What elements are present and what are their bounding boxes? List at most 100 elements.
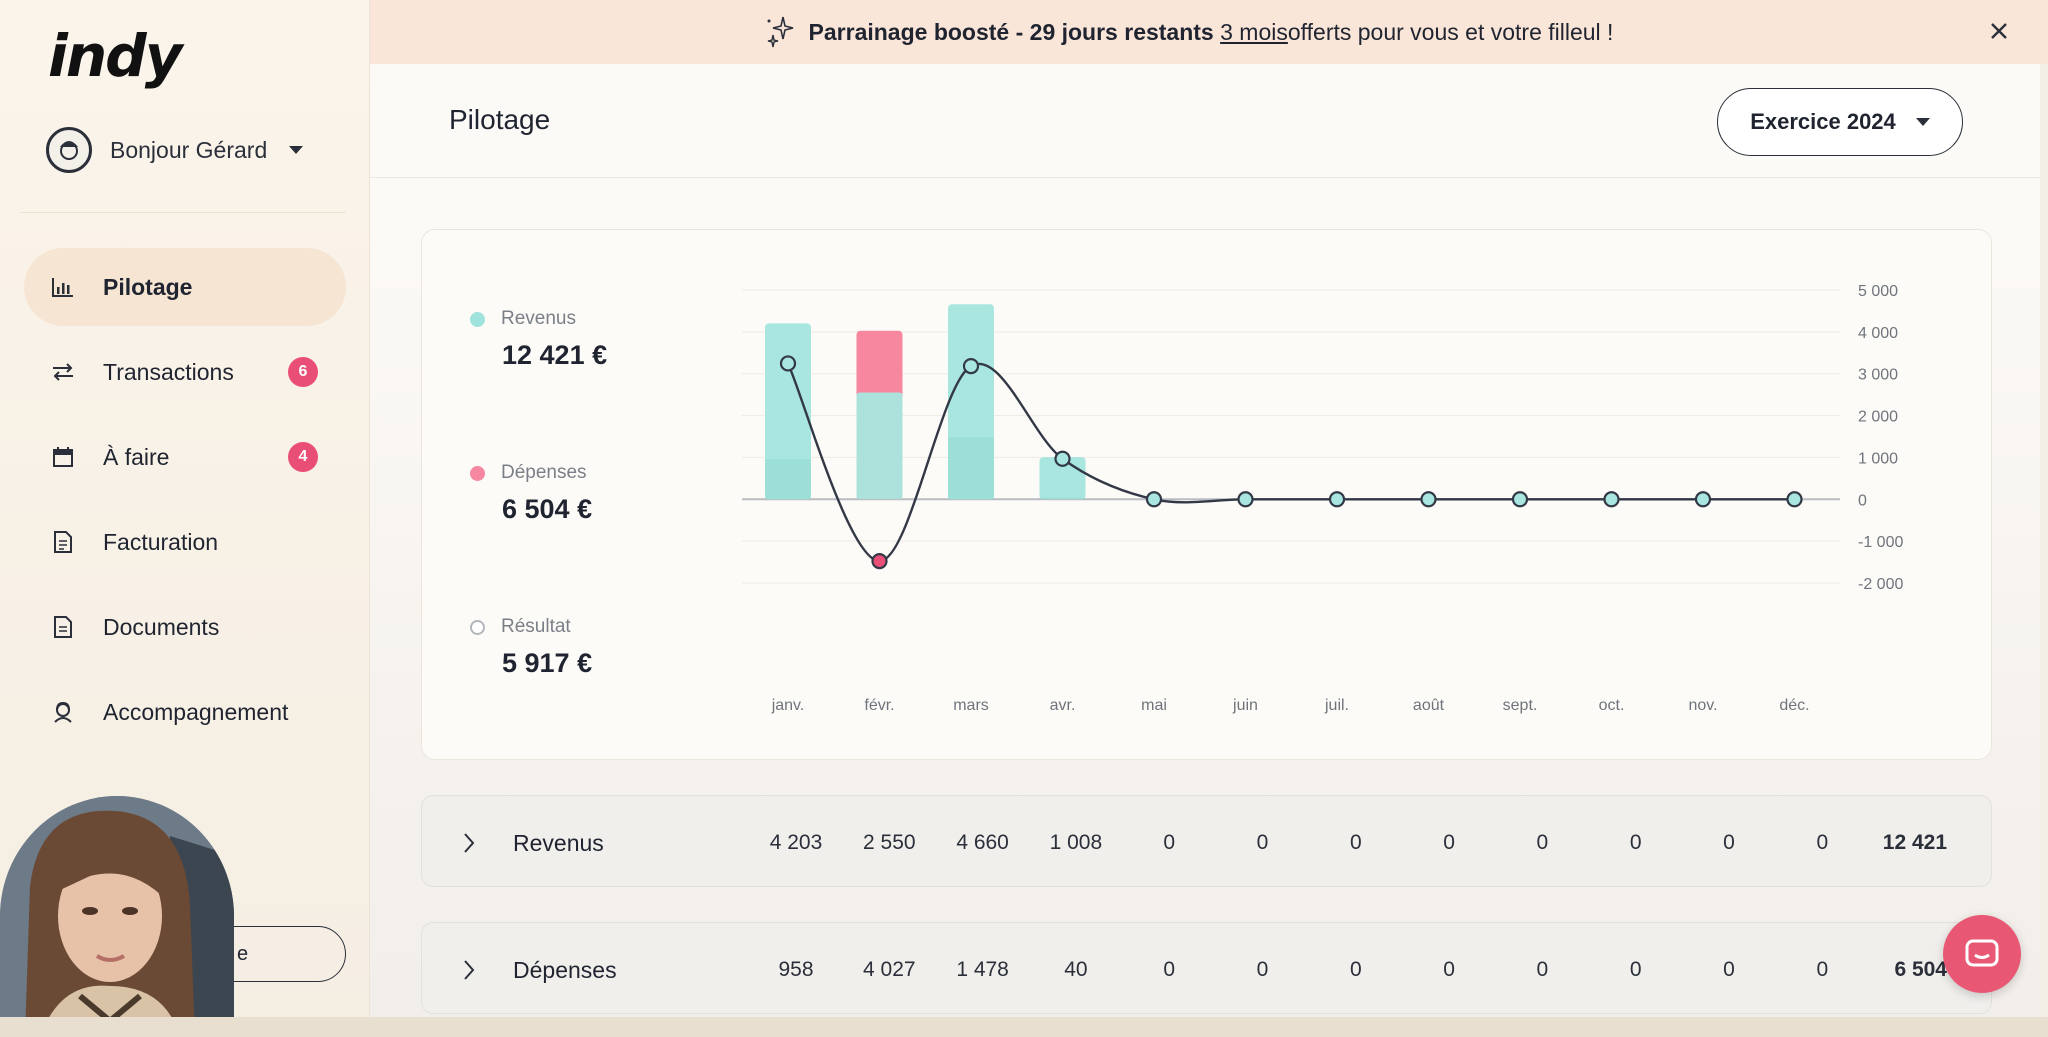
chevron-right-icon[interactable] [462, 832, 476, 854]
bar-depenses-overlap [765, 459, 811, 500]
sidebar-bottom-button-label: e [237, 942, 249, 965]
table-row-revenus[interactable]: Revenus 12 421 4 203 2 550 4 660 1 008 0 0 0 0 0… [421, 795, 1992, 887]
count-badge: 4 [288, 442, 318, 472]
row-cell: 0 [1816, 831, 1829, 854]
document-icon [50, 614, 76, 640]
banner-link[interactable]: 3 mois [1220, 18, 1288, 45]
sidebar-item-transactions[interactable]: Transactions 6 [24, 333, 346, 411]
legend-label: Dépenses [501, 462, 587, 483]
row-cell: 0 [1629, 831, 1642, 854]
legend-revenus: Revenus 12 421 € [470, 308, 607, 371]
resultat-point [871, 553, 888, 570]
row-cell: 1 478 [956, 958, 1009, 981]
user-greeting: Bonjour Gérard [110, 136, 268, 163]
resultat-point [1054, 450, 1071, 467]
row-cell: 1 008 [1049, 831, 1103, 854]
legend-dot [470, 619, 485, 635]
row-total: 6 504 [1894, 958, 1947, 981]
calendar-icon [50, 444, 76, 470]
y-tick-label: 5 000 [1858, 283, 1898, 300]
legend-label: Revenus [501, 308, 576, 329]
row-cell: 4 203 [769, 831, 823, 854]
row-label: Revenus [513, 830, 604, 856]
legend-value: 6 504 € [502, 494, 593, 524]
x-tick-label: oct. [1599, 697, 1625, 714]
row-cell: 4 660 [956, 831, 1009, 854]
user-menu[interactable]: Bonjour Gérard [46, 126, 304, 174]
support-icon [50, 699, 76, 725]
table-row-depenses[interactable]: Dépenses 6 504 958 4 027 1 478 40 0 0 0 0 0 0 0 0 [421, 922, 1992, 1014]
x-tick-label: sept. [1503, 697, 1538, 714]
exercise-select-label: Exercice 2024 [1750, 109, 1896, 134]
legend-dot [470, 311, 485, 327]
y-tick-label: 2 000 [1858, 409, 1898, 426]
y-tick-label: 3 000 [1858, 367, 1898, 384]
banner-text: offerts pour vous et votre filleul ! [1287, 18, 1614, 45]
chat-icon [1965, 939, 1999, 967]
row-cell: 40 [1064, 958, 1088, 981]
sidebar-item-label: Facturation [103, 528, 219, 555]
sidebar-item-documents[interactable]: Documents [24, 588, 346, 666]
x-tick-label: déc. [1779, 697, 1809, 714]
arrows-swap-icon [50, 359, 76, 385]
x-tick-label: avr. [1050, 697, 1076, 714]
page-title: Pilotage [449, 104, 551, 135]
invoice-icon [50, 529, 76, 555]
legend-resultat: Résultat 5 917 € [470, 616, 592, 679]
row-cell: 0 [1349, 958, 1362, 981]
indy-logo[interactable]: indy [48, 22, 182, 90]
presenter-video-image [0, 796, 234, 1037]
sidebar-nav: Pilotage Transactions 6 À faire 4 Factur… [24, 248, 346, 758]
page-header: Pilotage Exercice 2024 [370, 64, 2040, 178]
row-cell: 4 027 [863, 958, 916, 981]
legend-dot [470, 465, 485, 481]
divider [20, 212, 346, 213]
y-tick-label: 4 000 [1858, 325, 1898, 342]
legend-value: 5 917 € [502, 648, 593, 678]
row-cell: 0 [1723, 831, 1735, 854]
x-tick-label: juin [1232, 697, 1258, 714]
legend-value: 12 421 € [502, 340, 608, 370]
row-cell: 0 [1536, 831, 1549, 854]
sidebar-item-label: Accompagnement [103, 698, 289, 725]
y-tick-label: -2 000 [1858, 576, 1903, 593]
resultat-point [1786, 491, 1803, 508]
x-tick-label: nov. [1688, 697, 1717, 714]
chart-card: Revenus 12 421 € Dépenses 6 504 € Résult… [421, 229, 1992, 760]
row-cell: 0 [1816, 958, 1829, 981]
resultat-point [1420, 491, 1437, 508]
row-cell: 0 [1163, 958, 1176, 981]
sparkles-icon [767, 16, 793, 48]
resultat-point [1328, 491, 1346, 508]
resultat-point [1511, 491, 1529, 508]
bar-depenses-overlap [1039, 497, 1086, 500]
x-tick-label: janv. [771, 697, 805, 714]
row-cell: 0 [1163, 831, 1176, 854]
sidebar-item-pilotage[interactable]: Pilotage [24, 248, 346, 326]
sidebar-item-label: Documents [103, 613, 220, 640]
chevron-right-icon[interactable] [462, 959, 476, 981]
y-tick-label: 0 [1858, 492, 1867, 509]
row-cell: 0 [1536, 958, 1549, 981]
chat-button[interactable] [1943, 915, 2021, 993]
legend-label: Résultat [501, 616, 571, 637]
sidebar-item-facturation[interactable]: Facturation [24, 503, 346, 581]
sidebar-item-a-faire[interactable]: À faire 4 [24, 418, 346, 496]
sidebar-item-label: À faire [103, 443, 170, 470]
y-tick-label: -1 000 [1858, 534, 1903, 551]
row-cell: 0 [1443, 958, 1455, 981]
close-icon[interactable] [1986, 18, 2012, 44]
sidebar-item-accompagnement[interactable]: Accompagnement [24, 673, 346, 751]
exercise-select[interactable]: Exercice 2024 [1717, 88, 1963, 156]
resultat-point [962, 357, 980, 375]
y-tick-label: 1 000 [1858, 450, 1898, 467]
x-tick-label: août [1413, 697, 1445, 714]
legend-depenses: Dépenses 6 504 € [470, 462, 592, 525]
x-tick-label: mai [1141, 697, 1167, 714]
resultat-point [1603, 491, 1620, 508]
row-cell: 0 [1629, 958, 1642, 981]
sidebar-item-label: Transactions [103, 358, 234, 385]
row-cell: 2 550 [863, 831, 916, 854]
resultat-point [779, 355, 797, 372]
count-badge: 6 [288, 357, 318, 387]
